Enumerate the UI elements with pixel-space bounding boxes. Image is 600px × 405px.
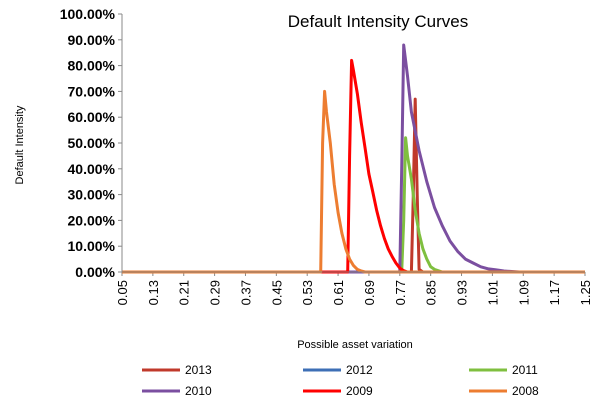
legend-label: 2013 [185, 363, 212, 377]
y-tick-label: 100.00% [60, 6, 116, 22]
x-tick-label: 1.17 [547, 280, 562, 305]
y-tick-label: 80.00% [68, 58, 116, 74]
series-line-2013 [122, 97, 585, 274]
y-tick-label: 10.00% [68, 238, 116, 254]
legend-item-2012: 2012 [303, 363, 373, 377]
plot-series [122, 43, 585, 274]
x-axis-title: Possible asset variation [297, 339, 413, 351]
legend-label: 2008 [512, 384, 539, 398]
legend-label: 2012 [346, 363, 373, 377]
y-tick-label: 20.00% [68, 212, 116, 228]
chart-title: Default Intensity Curves [288, 12, 468, 31]
x-tick-label: 1.25 [578, 280, 593, 305]
x-axis-ticks: 0.05 0.13 0.21 0.29 0.37 0.45 0.53 0.61 0.69 0.77… [115, 272, 593, 305]
series-line-2011 [122, 136, 585, 274]
legend-item-2009: 2009 [303, 384, 373, 398]
y-tick-label: 60.00% [68, 109, 116, 125]
x-tick-label: 0.05 [115, 280, 130, 305]
y-tick-label: 50.00% [68, 135, 116, 151]
legend-item-2011: 2011 [469, 363, 538, 377]
legend-item-2008: 2008 [469, 384, 539, 398]
x-tick-label: 0.93 [455, 280, 470, 305]
y-tick-label: 90.00% [68, 32, 116, 48]
legend: 2013 2012 2011 2010 2009 2008 [142, 363, 539, 398]
x-tick-label: 0.77 [393, 280, 408, 305]
legend-label: 2009 [346, 384, 373, 398]
legend-item-2013: 2013 [142, 363, 212, 377]
x-tick-label: 0.69 [362, 280, 377, 305]
x-tick-label: 1.09 [516, 280, 531, 305]
x-tick-label: 0.61 [331, 280, 346, 305]
y-tick-label: 30.00% [68, 187, 116, 203]
legend-label: 2010 [185, 384, 212, 398]
legend-item-2010: 2010 [142, 384, 212, 398]
y-tick-label: 70.00% [68, 83, 116, 99]
y-tick-label: 0.00% [75, 264, 115, 280]
x-tick-label: 0.85 [424, 280, 439, 305]
y-tick-label: 40.00% [68, 161, 116, 177]
x-tick-label: 0.21 [177, 280, 192, 305]
x-tick-label: 0.45 [269, 280, 284, 305]
x-tick-label: 0.29 [208, 280, 223, 305]
x-tick-label: 1.01 [485, 280, 500, 305]
legend-label: 2011 [512, 363, 538, 377]
series-line-2009 [122, 58, 585, 274]
x-tick-label: 0.13 [146, 280, 161, 305]
series-line-2008 [122, 89, 585, 274]
x-tick-label: 0.37 [238, 280, 253, 305]
x-tick-label: 0.53 [300, 280, 315, 305]
y-axis-title: Default Intensity [14, 105, 26, 184]
y-axis-ticks: 0.00% 10.00% 20.00% 30.00% 40.00% 50.00% 60.00… [60, 6, 122, 280]
